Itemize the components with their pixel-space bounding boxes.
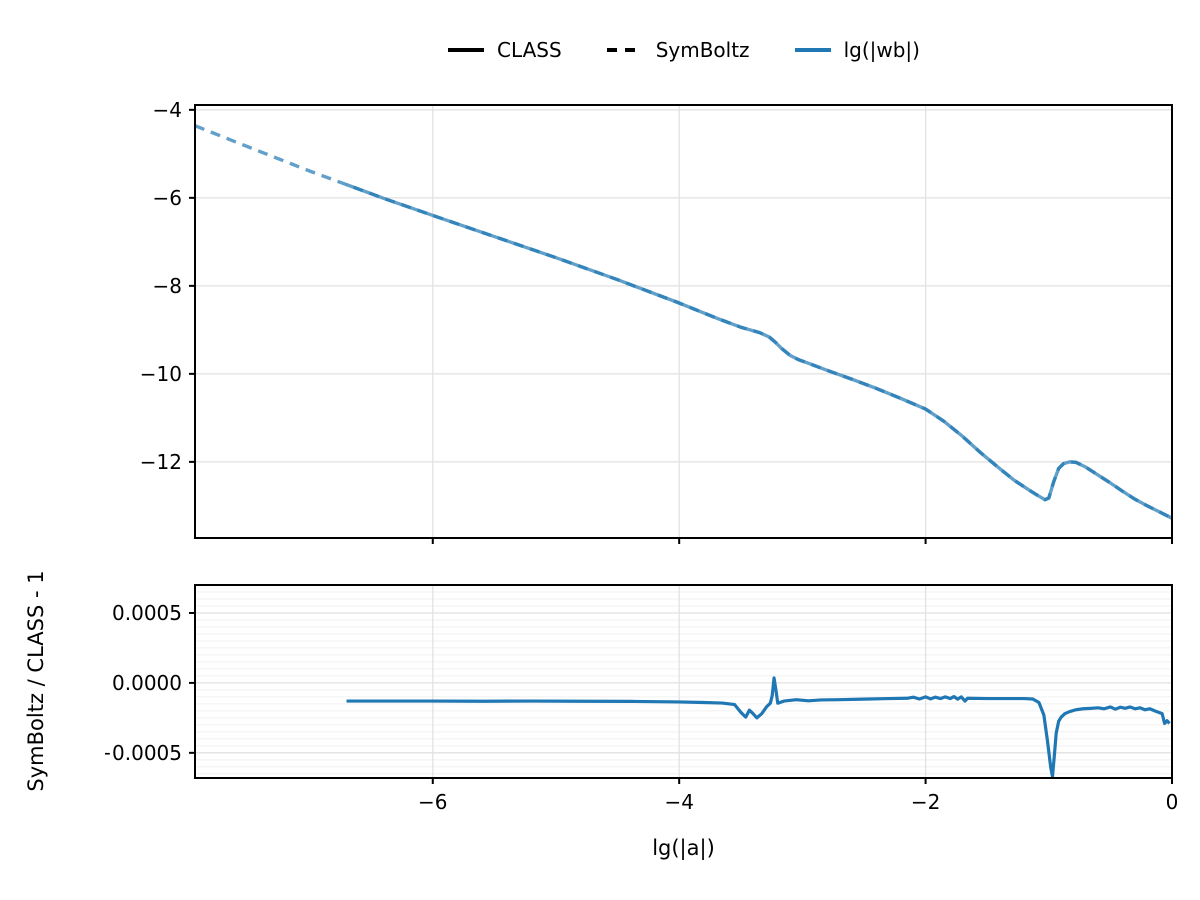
svg-text:−6: −6 [153, 186, 182, 210]
svg-text:0: 0 [1166, 790, 1179, 814]
legend: CLASS SymBoltz lg(|wb|) [195, 34, 1172, 66]
series-class [345, 183, 1173, 520]
legend-item-wb: lg(|wb|) [794, 38, 920, 62]
series-lines [194, 124, 1173, 520]
tick-marks [189, 611, 1173, 784]
svg-text:−4: −4 [153, 98, 182, 122]
tick-marks [189, 108, 1173, 544]
svg-text:−6: −6 [418, 790, 447, 814]
major-gridlines [195, 105, 1173, 538]
svg-text:−8: −8 [153, 274, 182, 298]
top-plot-panel: −4 −6 −8 −10 −12 [105, 97, 1188, 584]
legend-label-class: CLASS [497, 38, 562, 62]
svg-text:0.0005: 0.0005 [112, 601, 182, 625]
legend-item-symboltz: SymBoltz [606, 38, 750, 62]
legend-label-symboltz: SymBoltz [655, 38, 750, 62]
svg-text:−4: −4 [664, 790, 693, 814]
wb-panel-svg: −4 −6 −8 −10 −12 [140, 98, 1173, 544]
svg-text:−2: −2 [911, 790, 940, 814]
legend-item-class: CLASS [447, 38, 562, 62]
legend-label-wb: lg(|wb|) [843, 38, 920, 62]
ratio-panel-svg: −6 −4 −2 0 0.0005 0.0000 −0.0005 [105, 584, 1178, 814]
blue-line-icon [794, 48, 831, 52]
x-axis-label: lg(|a|) [652, 836, 715, 860]
solid-line-icon [448, 48, 485, 52]
svg-text:0.0000: 0.0000 [112, 671, 182, 695]
svg-text:−0.0005: −0.0005 [105, 741, 182, 765]
ratio-plot-panel: −6 −4 −2 0 0.0005 0.0000 −0.0005 [105, 577, 1188, 824]
axes-frame [194, 584, 1173, 779]
tick-labels: −4 −6 −8 −10 −12 [140, 98, 182, 474]
ratio-y-axis-label: SymBoltz / CLASS - 1 [24, 570, 48, 792]
svg-text:−12: −12 [140, 450, 182, 474]
series-lines [346, 676, 1171, 779]
tick-labels: −6 −4 −2 0 0.0005 0.0000 −0.0005 [105, 601, 1178, 814]
series-symboltz-class-1 [346, 676, 1171, 779]
dashed-line-icon [606, 48, 643, 52]
axes-frame [194, 104, 1173, 539]
series-symboltz [194, 124, 1173, 520]
major-gridlines [195, 585, 1173, 778]
svg-text:−10: −10 [140, 362, 182, 386]
